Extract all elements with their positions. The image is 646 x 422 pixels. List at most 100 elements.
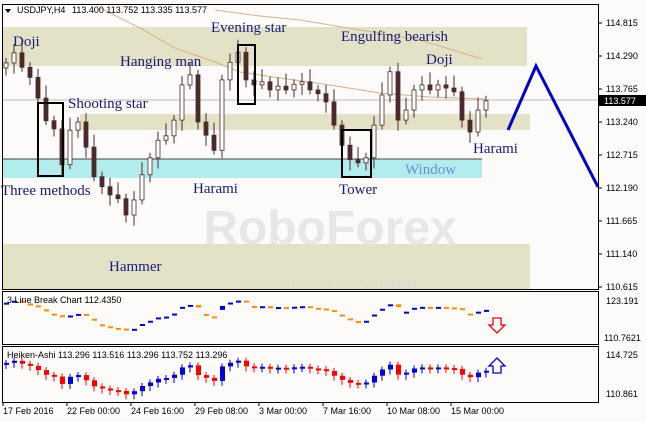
line-break-up-block [388, 304, 393, 307]
line-break-up-block [68, 315, 73, 318]
price-axis: 114.815 114.290 113.765 113.240 112.715 112.1… [598, 18, 638, 292]
candle-bear [427, 84, 433, 91]
price-tick-label: 112.715 [606, 150, 638, 160]
candle-bear [283, 85, 289, 91]
candle-bear [195, 74, 201, 123]
ha-candle-down [444, 367, 449, 370]
line-break-up-block [156, 317, 161, 320]
moving-average-fast [99, 7, 486, 100]
candle-bear [115, 194, 121, 200]
ha-candle-up [164, 377, 169, 380]
line-break-up-block [404, 311, 409, 314]
ha-candle-up [260, 366, 265, 369]
ha-candle-down [348, 379, 353, 383]
line-break-up-block [12, 300, 17, 303]
candle-bear [443, 84, 449, 89]
candle-bear [467, 119, 473, 133]
line-break-up-block [260, 306, 265, 309]
ha-candle-up [76, 375, 81, 378]
line-break-up-block [4, 302, 9, 305]
price-tick-label: 111.140 [606, 249, 637, 259]
line-break-down-block [44, 309, 49, 312]
ha-candle-down [324, 369, 329, 372]
label-window: Window [405, 162, 456, 178]
candle-bear [315, 89, 321, 95]
line-break-up-block [188, 304, 193, 307]
candle-bear [99, 176, 105, 188]
time-axis: 17 Feb 2016 22 Feb 00:00 24 Feb 16:00 29 Fe… [2, 402, 504, 416]
line-break-up-block [276, 307, 281, 310]
candle-bull [171, 119, 177, 137]
candle-bull [187, 74, 193, 86]
price-tick-label: 114.290 [606, 51, 638, 61]
time-tick-label: 3 Mar 00:00 [259, 406, 307, 416]
heiken-ashi-label: Heiken-Ashi 113.296 113.516 113.296 113.… [7, 350, 227, 360]
candle-bull [163, 135, 169, 141]
line-break-up-block [180, 306, 185, 309]
ha-candle-up [364, 382, 369, 385]
line-break-down-block [204, 313, 209, 316]
candle-bull [475, 109, 481, 133]
price-tick-label: 113.765 [606, 84, 638, 94]
candle-bear [395, 71, 401, 121]
line-break-up-block [140, 324, 145, 326]
time-tick-label: 7 Mar 16:00 [323, 406, 371, 416]
line-break-up-block [380, 308, 385, 311]
line-break-down-block [460, 308, 465, 311]
line-break-down-block [116, 327, 121, 330]
forecast-line [506, 62, 600, 188]
symbol-label: USDJPY,H4 [17, 5, 65, 15]
current-price-tag [598, 95, 646, 106]
candle-bear [123, 198, 129, 216]
ha-candle-down [244, 360, 249, 367]
heiken-ashi-max: 114.725 [606, 350, 638, 360]
heiken-ashi-pane: Heiken-Ashi 113.296 113.516 113.296 113.… [2, 346, 638, 403]
candle-bear [203, 121, 209, 136]
candle-bull [483, 100, 489, 111]
ha-candle-up [188, 365, 193, 368]
candle-bear [43, 97, 49, 122]
time-tick-label: 17 Feb 2016 [3, 406, 54, 416]
candle-bear [211, 134, 217, 151]
ha-candle-up [236, 360, 241, 363]
candle-bear [35, 76, 41, 99]
support-zone-low [3, 244, 530, 289]
ha-candle-up [12, 360, 17, 363]
line-break-down-block [28, 303, 33, 306]
line-break-down-block [324, 308, 329, 311]
label-doji-2: Doji [426, 52, 453, 68]
ha-candle-up [412, 368, 417, 373]
line-break-down-block [452, 307, 457, 310]
line-break-down-block [36, 305, 41, 308]
line-break-label: 3 Line Break Chart 112.4350 [7, 295, 121, 305]
line-break-down-block [428, 306, 433, 309]
line-break-down-block [212, 316, 217, 319]
time-tick-label: 24 Feb 16:00 [131, 406, 184, 416]
collapse-triangle-icon[interactable] [5, 9, 11, 13]
ha-candle-down [196, 365, 201, 376]
ha-candle-down [308, 366, 313, 369]
ha-candle-up [172, 374, 177, 378]
price-tick-label: 111.665 [606, 216, 637, 226]
line-break-up-block [372, 314, 377, 317]
ha-candle-down [316, 368, 321, 371]
candle-bear [451, 87, 457, 93]
ha-candle-down [396, 364, 401, 375]
label-engulfing-bearish: Engulfing bearish [341, 29, 449, 45]
main-pane: RoboForex ИСПОЛЬЗУЙ РОБОТОВ – ПОЛУЧАЙ ПР… [1, 4, 600, 290]
line-break-down-block [108, 326, 113, 329]
line-break-up-block [172, 313, 177, 316]
moving-average-slow [214, 9, 483, 60]
candle-bull [371, 124, 377, 159]
ha-candle-up [276, 367, 281, 370]
line-break-down-block [84, 313, 89, 316]
ha-candle-up [220, 366, 225, 381]
ha-candle-up [404, 372, 409, 375]
line-break-up-block [228, 302, 233, 305]
line-break-down-block [252, 305, 257, 308]
price-tick-label: 114.815 [606, 18, 638, 28]
candle-bear [107, 186, 113, 196]
candle-bull [299, 81, 305, 85]
candle-bull [275, 85, 281, 91]
